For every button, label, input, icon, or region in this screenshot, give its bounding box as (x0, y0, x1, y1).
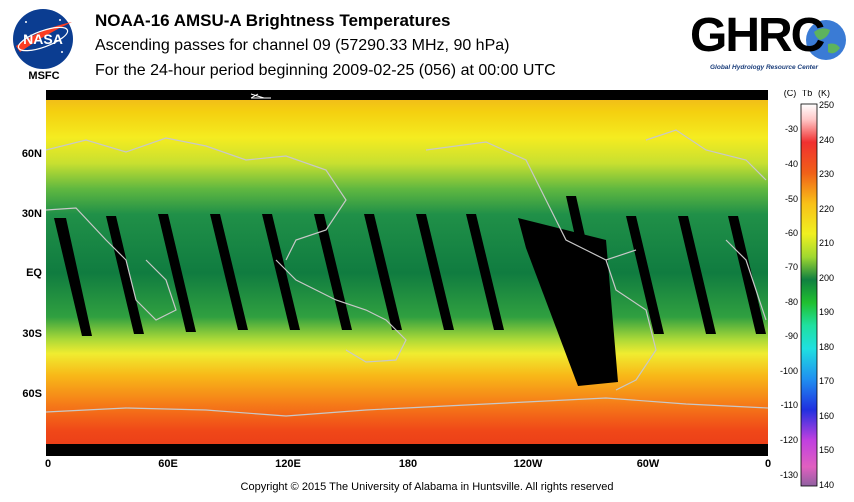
colorbar-ticks: -30 -40 -50 -60 -70 -80 -90 -100 -110 -1… (772, 100, 850, 502)
ghrc-tagline: Global Hydrology Resource Center (710, 64, 818, 71)
msfc-label: MSFC (28, 70, 60, 82)
lat-label-30n: 30N (21, 208, 42, 220)
lon-label-120e: 120E (275, 458, 301, 470)
tick-k-7: 180 (819, 342, 835, 352)
tick-k-11: 140 (819, 480, 835, 490)
tick-c-5: -80 (784, 297, 798, 307)
lon-label-120w: 120W (513, 458, 543, 470)
brightness-temperature-map (46, 90, 768, 456)
tick-k-0: 250 (819, 100, 835, 110)
lon-label-0-left: 0 (44, 458, 52, 470)
colorbar-tb-label: Tb (802, 90, 813, 98)
tick-c-1: -40 (784, 159, 798, 169)
tick-c-6: -90 (784, 331, 798, 341)
lon-label-60e: 60E (158, 458, 178, 470)
tick-c-7: -100 (779, 366, 798, 376)
product-title: NOAA-16 AMSU-A Brightness Temperatures (95, 11, 451, 30)
product-subtitle: Ascending passes for channel 09 (57290.3… (95, 37, 510, 54)
nasa-logo: NASA (13, 9, 73, 69)
tick-c-9: -120 (779, 435, 798, 445)
nasa-logo-text: NASA (23, 31, 63, 47)
tick-k-9: 160 (819, 411, 835, 421)
colorbar-unit-c: (C) (784, 90, 797, 98)
lon-label-0-right: 0 (764, 458, 772, 470)
tick-c-4: -70 (784, 262, 798, 272)
tick-c-0: -30 (784, 124, 798, 134)
tick-k-8: 170 (819, 376, 835, 386)
tick-k-2: 230 (819, 169, 835, 179)
tick-c-10: -130 (779, 470, 798, 480)
tick-k-10: 150 (819, 445, 835, 455)
globe-icon (806, 20, 846, 60)
tick-k-5: 200 (819, 273, 835, 283)
copyright-text: Copyright © 2015 The University of Alaba… (240, 481, 614, 493)
lat-label-60n: 60N (21, 148, 42, 160)
lat-label-eq: EQ (26, 267, 42, 279)
tick-k-6: 190 (819, 307, 835, 317)
temperature-colorbar: (C) Tb (K) (784, 90, 830, 487)
ghrc-logo-text: GHRC (690, 9, 825, 62)
lat-label-30s: 30S (22, 328, 42, 340)
lon-label-180: 180 (398, 458, 418, 470)
lat-label-60s: 60S (22, 388, 42, 400)
lon-label-60w: 60W (636, 458, 660, 470)
tick-k-4: 210 (819, 238, 835, 248)
tick-c-2: -50 (784, 194, 798, 204)
tick-c-8: -110 (780, 400, 798, 410)
tick-k-1: 240 (819, 135, 835, 145)
tick-k-3: 220 (819, 204, 835, 214)
period-text: For the 24-hour period beginning 2009-02… (95, 62, 556, 79)
colorbar-unit-k: (K) (818, 90, 830, 98)
tick-c-3: -60 (784, 228, 798, 238)
